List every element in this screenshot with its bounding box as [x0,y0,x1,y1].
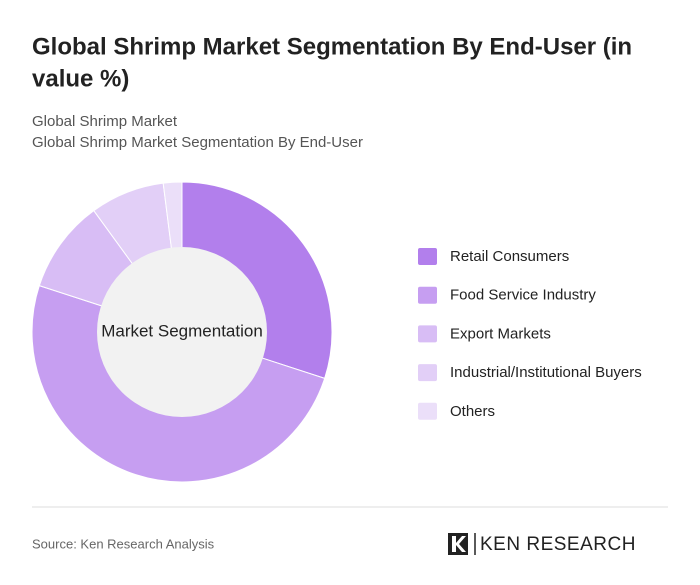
logo: KEN RESEARCH [448,533,636,555]
legend-swatch [418,402,437,420]
legend-swatch [418,364,437,382]
legend-label: Food Service Industry [450,287,596,304]
center-label: Market Segmentation [101,321,263,340]
logo-text: KEN RESEARCH [480,534,636,555]
legend-label: Industrial/Institutional Buyers [450,364,642,381]
legend-swatch [418,325,437,343]
legend-swatch [418,248,437,265]
logo-icon [452,536,466,552]
chart-subtitle: Global Shrimp Market Segmentation By End… [32,134,363,151]
donut-center [97,247,267,417]
legend-label: Retail Consumers [450,248,569,265]
chart-title: Global Shrimp Market Segmentation By End… [32,33,632,60]
legend: Retail Consumers Food Service Industry Exp… [418,248,642,420]
source: Source: Ken Research Analysis [32,536,215,551]
chart-subtitle: Global Shrimp Market [32,113,178,130]
legend-swatch [418,286,437,304]
chart-title: value %) [32,65,129,92]
legend-label: Export Markets [450,325,551,342]
legend-label: Others [450,403,495,420]
